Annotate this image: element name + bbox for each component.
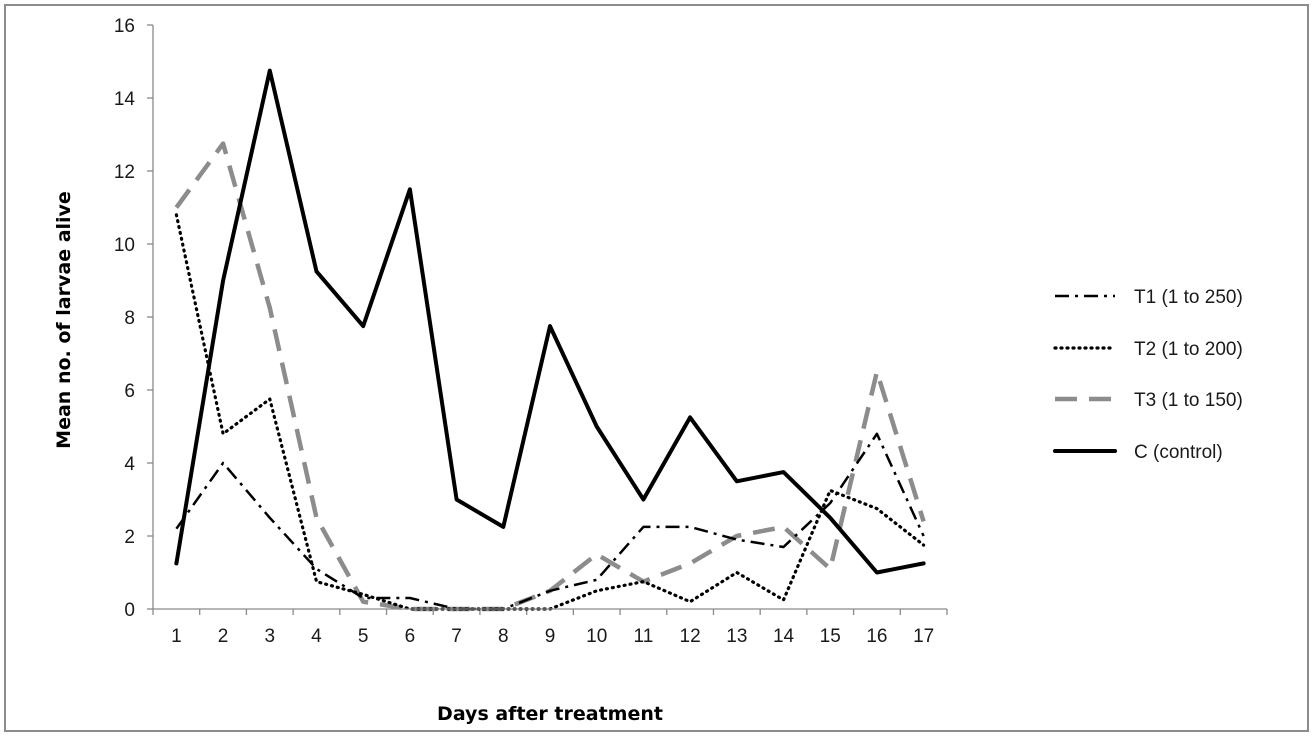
x-tick-label: 15: [820, 626, 841, 647]
y-tick-label: 0: [124, 600, 135, 621]
series-line-c: [174, 68, 926, 575]
series-line-t1: [175, 432, 925, 611]
y-axis-title: Mean no. of larvae alive: [53, 191, 75, 449]
legend-label: T2 (1 to 200): [1134, 339, 1243, 360]
y-tick-label: 10: [114, 235, 135, 256]
y-tick-label: 6: [124, 381, 135, 402]
legend: T1 (1 to 250) T2 (1 to 200) T3 (1 to 150) C…: [1053, 287, 1243, 463]
y-tick-label: 12: [114, 162, 135, 183]
x-tick-label: 17: [913, 626, 934, 647]
x-tick-label: 13: [726, 626, 747, 647]
x-tick-label: 16: [866, 626, 887, 647]
x-tick-label: 9: [545, 626, 556, 647]
legend-label: C (control): [1134, 442, 1223, 463]
y-axis-ticks: 0 2 4 6 8 10 12 14 16: [114, 16, 153, 621]
x-tick-label: 4: [311, 626, 322, 647]
x-tick-label: 14: [773, 626, 795, 647]
y-tick-label: 8: [124, 308, 135, 329]
x-tick-label: 5: [358, 626, 369, 647]
y-tick-label: 4: [124, 454, 135, 475]
x-tick-label: 1: [171, 626, 182, 647]
legend-label: T3 (1 to 150): [1134, 390, 1243, 411]
chart-frame: [4, 4, 1309, 732]
y-tick-label: 2: [124, 527, 135, 548]
x-axis-ticks: 1 2 3 4 5 6 7 8 9 10 11 12 13 14 15 16 17: [152, 609, 948, 647]
x-tick-label: 11: [634, 626, 654, 647]
x-axis-title: Days after treatment: [437, 703, 663, 725]
x-tick-label: 3: [264, 626, 275, 647]
x-tick-label: 6: [405, 626, 416, 647]
legend-label: T1 (1 to 250): [1134, 287, 1243, 308]
x-tick-label: 12: [680, 626, 701, 647]
x-tick-label: 7: [451, 626, 462, 647]
y-tick-label: 16: [114, 16, 135, 37]
x-tick-label: 10: [586, 626, 607, 647]
y-tick-label: 14: [114, 89, 136, 110]
x-tick-label: 2: [218, 626, 229, 647]
x-tick-label: 8: [498, 626, 509, 647]
